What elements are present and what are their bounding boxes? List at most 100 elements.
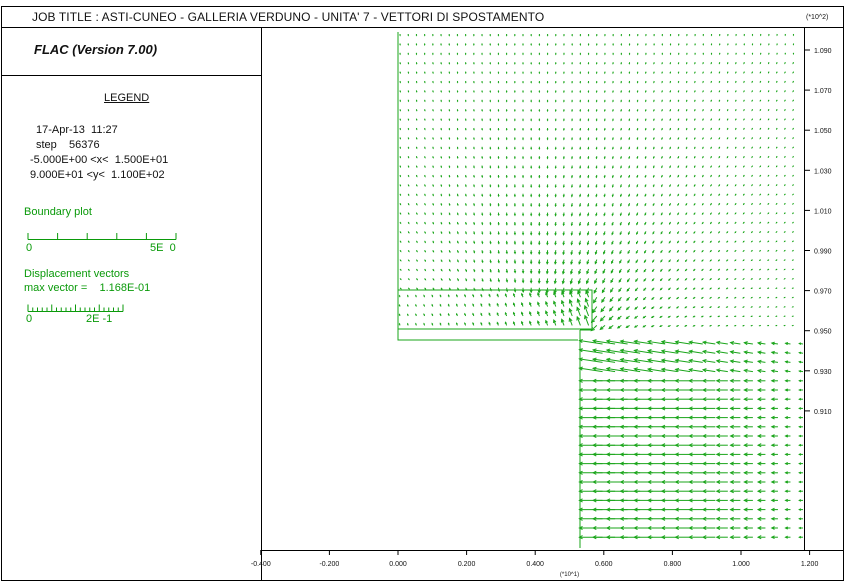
displacement-vector xyxy=(784,351,791,355)
displacement-vector xyxy=(562,184,565,189)
displacement-vector xyxy=(751,90,754,93)
displacement-vector xyxy=(488,312,491,317)
displacement-vector xyxy=(784,61,786,65)
displacement-vector xyxy=(759,240,762,243)
displacement-vector xyxy=(798,443,803,447)
app-name: FLAC (Version 7.00) xyxy=(34,42,158,57)
displacement-vector xyxy=(423,303,426,307)
displacement-vector xyxy=(530,118,533,122)
displacement-vector xyxy=(440,90,442,93)
displacement-vector xyxy=(756,378,766,383)
displacement-vector xyxy=(715,516,728,521)
displacement-vector xyxy=(546,240,549,246)
displacement-vector xyxy=(464,156,467,160)
displacement-vector xyxy=(715,489,728,494)
displacement-vector xyxy=(472,303,475,307)
displacement-vector xyxy=(636,137,639,141)
displacement-vector xyxy=(767,212,770,215)
displacement-vector xyxy=(775,184,778,187)
displacement-vector xyxy=(399,99,401,103)
displacement-vector xyxy=(767,61,770,65)
displacement-vector xyxy=(399,62,401,65)
displacement-vector xyxy=(798,425,803,429)
displacement-vector xyxy=(489,156,492,160)
displacement-vector xyxy=(676,249,680,253)
displacement-vector xyxy=(726,202,729,206)
displacement-vector xyxy=(668,278,671,282)
displacement-vector xyxy=(758,315,761,317)
displacement-vector xyxy=(701,452,716,457)
displacement-vector xyxy=(522,165,524,169)
displacement-vector xyxy=(616,324,622,329)
displacement-vector xyxy=(620,109,622,112)
displacement-vector xyxy=(415,174,418,178)
displacement-vector xyxy=(579,146,582,150)
displacement-vector xyxy=(603,137,606,141)
displacement-vector xyxy=(595,165,598,169)
displacement-vector xyxy=(432,259,435,263)
displacement-vector xyxy=(505,71,508,75)
legend-scales xyxy=(27,233,177,312)
displacement-vector xyxy=(701,221,704,225)
displacement-vector xyxy=(756,489,766,494)
displacement-vector xyxy=(759,231,762,234)
displacement-vector xyxy=(693,231,696,234)
displacement-vector xyxy=(440,146,443,150)
displacement-vector xyxy=(756,461,766,466)
displacement-vector xyxy=(743,498,753,503)
displacement-vector xyxy=(710,146,713,150)
displacement-vector xyxy=(674,461,691,466)
displacement-vector xyxy=(593,296,598,304)
displacement-vector xyxy=(560,308,565,317)
displacement-vector xyxy=(743,33,746,37)
displacement-vector xyxy=(677,90,680,93)
displacement-vector xyxy=(505,146,508,150)
displacement-vector xyxy=(473,33,475,37)
displacement-vector xyxy=(489,278,492,283)
displacement-vector xyxy=(611,165,614,169)
displacement-vector xyxy=(669,90,672,93)
displacement-vector xyxy=(661,193,663,197)
displacement-vector xyxy=(592,306,598,314)
displacement-vector xyxy=(751,127,754,131)
displacement-vector xyxy=(674,406,691,411)
displacement-vector xyxy=(642,306,647,310)
displacement-vector xyxy=(456,193,459,197)
displacement-vector xyxy=(759,62,762,65)
displacement-vector xyxy=(626,287,630,292)
displacement-vector xyxy=(694,33,696,37)
displacement-vector xyxy=(685,184,688,188)
displacement-vector xyxy=(628,80,631,84)
displacement-vector xyxy=(620,33,623,37)
displacement-vector xyxy=(715,525,728,531)
displacement-vector xyxy=(448,240,451,244)
displacement-vector xyxy=(554,80,557,84)
displacement-vector xyxy=(610,287,614,293)
displacement-vector xyxy=(645,62,647,65)
displacement-vector xyxy=(783,212,786,215)
displacement-vector xyxy=(750,259,753,262)
displacement-vector xyxy=(688,406,703,411)
displacement-vector xyxy=(715,461,728,466)
displacement-vector xyxy=(798,416,803,419)
displacement-vector xyxy=(784,108,786,112)
displacement-vector xyxy=(595,137,598,141)
displacement-vector xyxy=(693,193,696,197)
displacement-vector xyxy=(415,156,418,159)
displacement-vector xyxy=(601,287,606,294)
displacement-vector xyxy=(481,33,483,37)
displacement-vector xyxy=(756,479,766,485)
displacement-vector xyxy=(758,296,762,299)
displacement-vector xyxy=(718,33,721,37)
displacement-vector xyxy=(440,156,443,159)
displacement-vector xyxy=(497,71,500,75)
displacement-vector xyxy=(423,43,426,46)
y-tick-label: 1.050 xyxy=(814,128,832,135)
displacement-vector xyxy=(407,43,410,46)
displacement-vector xyxy=(432,33,434,37)
displacement-vector xyxy=(676,240,680,244)
displacement-vector xyxy=(530,90,533,94)
displacement-vector xyxy=(603,231,606,236)
displacement-vector xyxy=(693,212,696,216)
displacement-vector xyxy=(538,52,541,56)
